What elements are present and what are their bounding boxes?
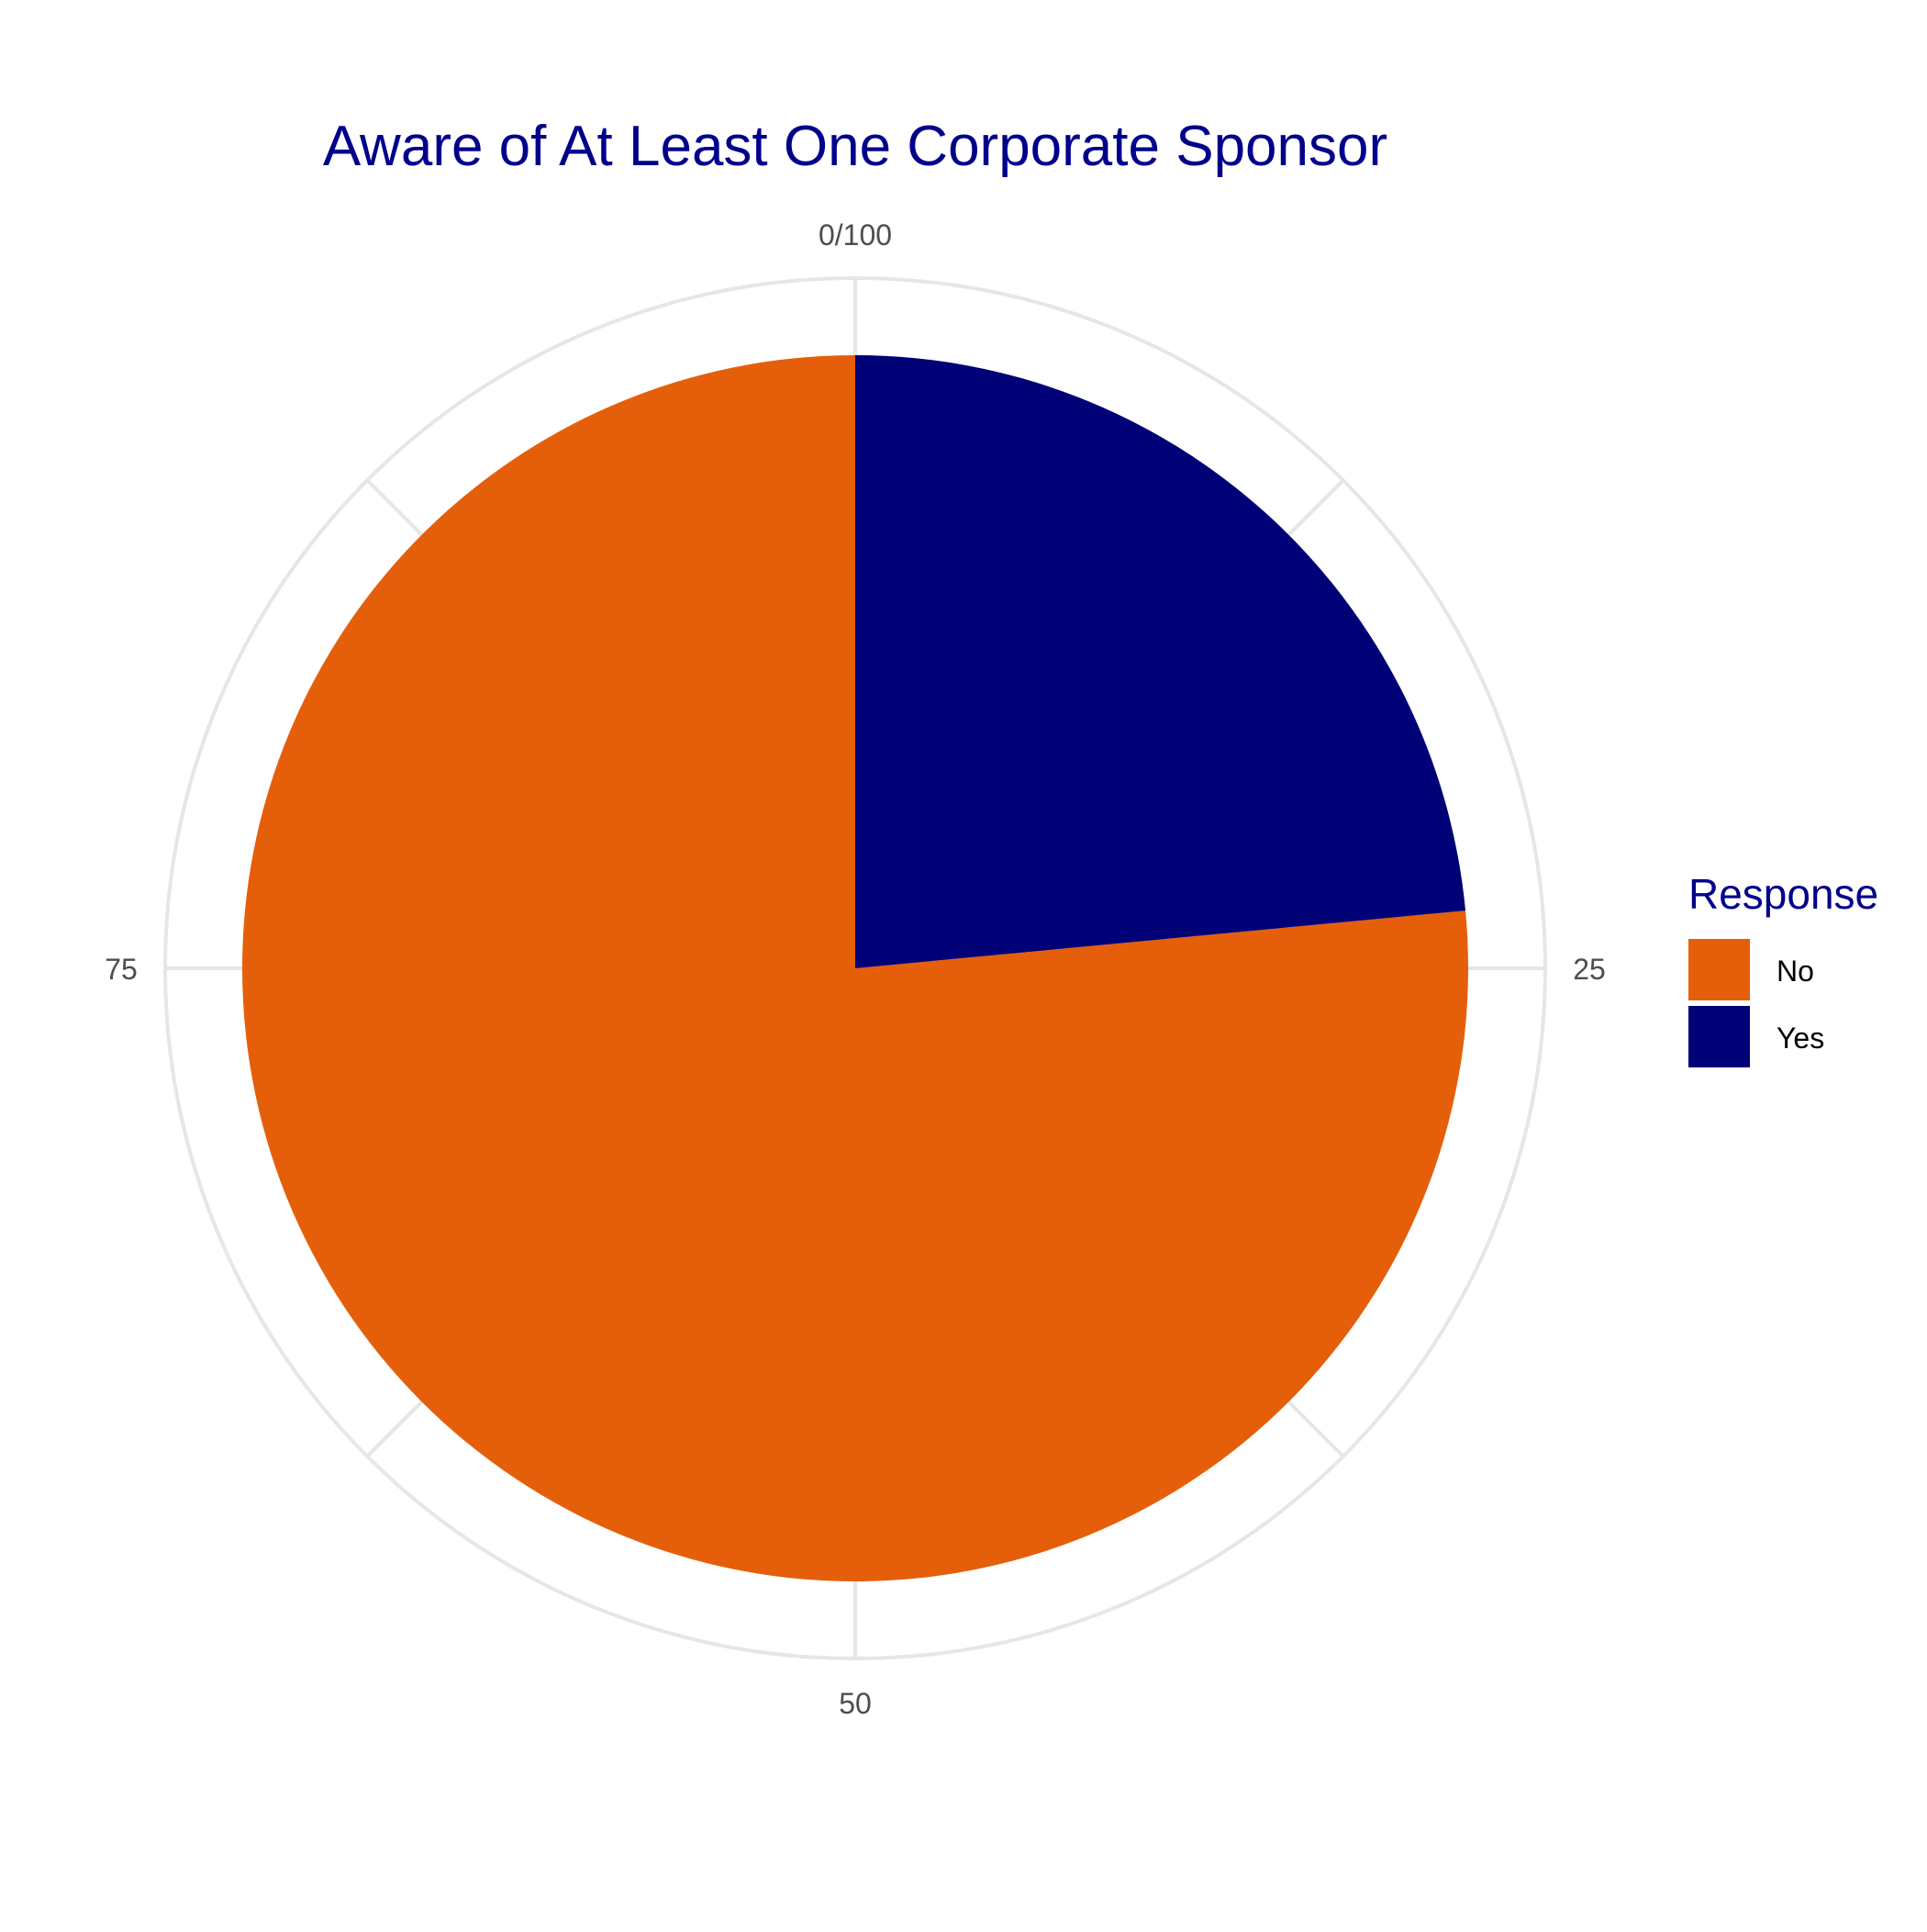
pie-slices	[242, 355, 1469, 1582]
legend-title: Response	[1688, 870, 1878, 918]
angular-tick-labels: 0/100 25 50 75	[105, 218, 1606, 1720]
legend: Response No Yes	[1688, 870, 1878, 1067]
tick-label-50: 50	[839, 1687, 872, 1720]
legend-items: No Yes	[1688, 939, 1824, 1067]
tick-label-25: 25	[1573, 953, 1606, 986]
chart-title: Aware of At Least One Corporate Sponsor	[323, 115, 1387, 178]
pie-slice-no	[242, 355, 1469, 1582]
legend-label-no: No	[1777, 955, 1814, 988]
legend-label-yes: Yes	[1777, 1022, 1824, 1055]
tick-label-0: 0/100	[819, 218, 892, 251]
legend-swatch-yes	[1688, 1006, 1750, 1067]
pie-slice-yes	[855, 355, 1466, 968]
tick-label-75: 75	[105, 953, 138, 986]
legend-swatch-no	[1688, 939, 1750, 1000]
